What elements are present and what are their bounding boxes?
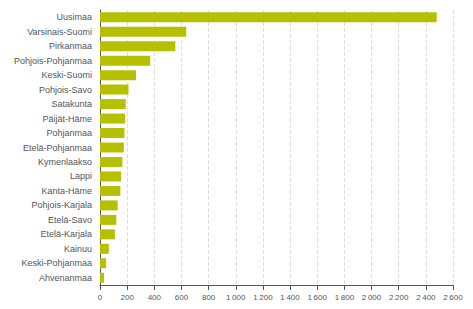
svg-text:Etelä-Pohjanmaa: Etelä-Pohjanmaa: [23, 143, 92, 153]
svg-text:Pohjanmaa: Pohjanmaa: [46, 128, 92, 138]
svg-text:Keski-Suomi: Keski-Suomi: [41, 70, 92, 80]
svg-text:Varsinais-Suomi: Varsinais-Suomi: [27, 27, 92, 37]
svg-text:2 400: 2 400: [416, 293, 436, 302]
svg-text:Uusimaa: Uusimaa: [56, 12, 92, 22]
svg-text:Kainuu: Kainuu: [64, 244, 92, 254]
svg-text:2 600: 2 600: [443, 293, 463, 302]
svg-text:200: 200: [120, 293, 134, 302]
svg-text:Keski-Pohjanmaa: Keski-Pohjanmaa: [21, 258, 92, 268]
svg-text:400: 400: [148, 293, 162, 302]
svg-text:1 400: 1 400: [280, 293, 300, 302]
svg-text:Etelä-Savo: Etelä-Savo: [48, 215, 92, 225]
svg-text:Satakunta: Satakunta: [51, 99, 92, 109]
svg-text:Etelä-Karjala: Etelä-Karjala: [40, 229, 92, 239]
svg-text:2 200: 2 200: [389, 293, 409, 302]
svg-text:Pohjois-Karjala: Pohjois-Karjala: [31, 200, 92, 210]
svg-text:Pohjois-Savo: Pohjois-Savo: [39, 85, 92, 95]
svg-text:1 800: 1 800: [335, 293, 355, 302]
svg-text:Kanta-Häme: Kanta-Häme: [41, 186, 92, 196]
svg-text:Pirkanmaa: Pirkanmaa: [49, 41, 92, 51]
svg-text:Ahvenanmaa: Ahvenanmaa: [39, 273, 92, 283]
svg-text:Kymenlaakso: Kymenlaakso: [38, 157, 92, 167]
svg-text:1 200: 1 200: [253, 293, 273, 302]
svg-text:2 000: 2 000: [362, 293, 382, 302]
svg-text:Lappi: Lappi: [70, 171, 92, 181]
svg-text:1 600: 1 600: [308, 293, 328, 302]
svg-text:600: 600: [175, 293, 189, 302]
svg-text:1 000: 1 000: [226, 293, 246, 302]
svg-text:Päijät-Häme: Päijät-Häme: [42, 114, 92, 124]
svg-text:0: 0: [98, 293, 103, 302]
svg-text:800: 800: [202, 293, 216, 302]
svg-text:Pohjois-Pohjanmaa: Pohjois-Pohjanmaa: [14, 56, 92, 66]
